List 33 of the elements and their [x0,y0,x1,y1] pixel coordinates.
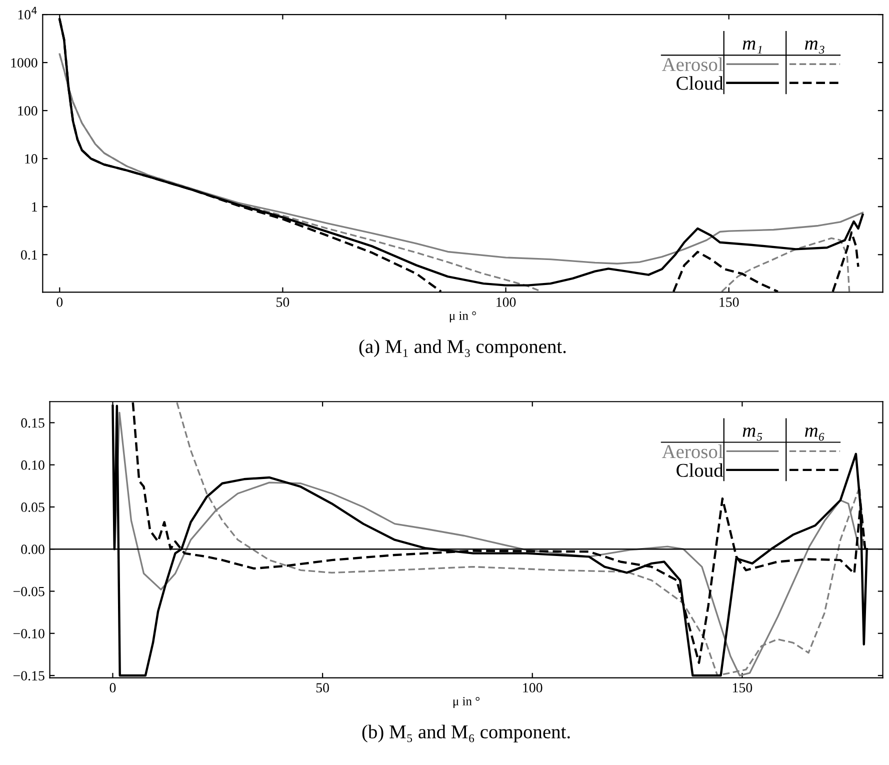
y-tick-label: 10$^{4}$ [18,6,37,20]
text: (a) M₁ and M₃ component. [359,339,566,358]
y-tick-label: 100 [18,106,38,116]
x-tick-label: 0 [56,297,63,307]
x-tick-label: 50 [276,297,290,307]
x-tick-label: 150 [733,683,752,692]
y-tick-label: 0.05 [21,502,44,512]
legend-label: Aerosol [662,444,723,458]
legend-label: Cloud [676,463,724,477]
x-tick-label: 150 [720,297,739,307]
annotation: m₅ [742,428,762,441]
legend-label: Cloud [676,76,724,90]
annotation: m₁ [742,40,762,54]
y-tick-label: 0.10 [21,460,44,470]
y-tick-label: 10 [25,154,38,164]
annotation: m₃ [805,40,824,54]
x-tick-label: 0 [110,683,116,692]
y-tick-label: −0.15 [13,671,44,681]
y-tick-label: 1 [32,202,37,212]
y-tick-label: 0.1 [20,250,37,260]
annotation: m₆ [805,428,824,441]
y-tick-label: −0.10 [13,628,44,638]
text: (b) M₅ and M₆ component. [362,724,570,742]
x-tick-label: 100 [523,683,542,692]
y-tick-label: 1000 [11,58,38,68]
y-tick-label: 0.15 [21,418,44,428]
x-axis-title: μ in ° [453,696,480,708]
x-tick-label: 50 [316,683,329,692]
x-axis-title: μ in ° [450,311,476,322]
legend-label: Aerosol [662,57,723,72]
y-tick-label: −0.05 [13,586,44,596]
y-tick-label: 0.00 [21,544,44,554]
x-tick-label: 100 [496,297,516,307]
